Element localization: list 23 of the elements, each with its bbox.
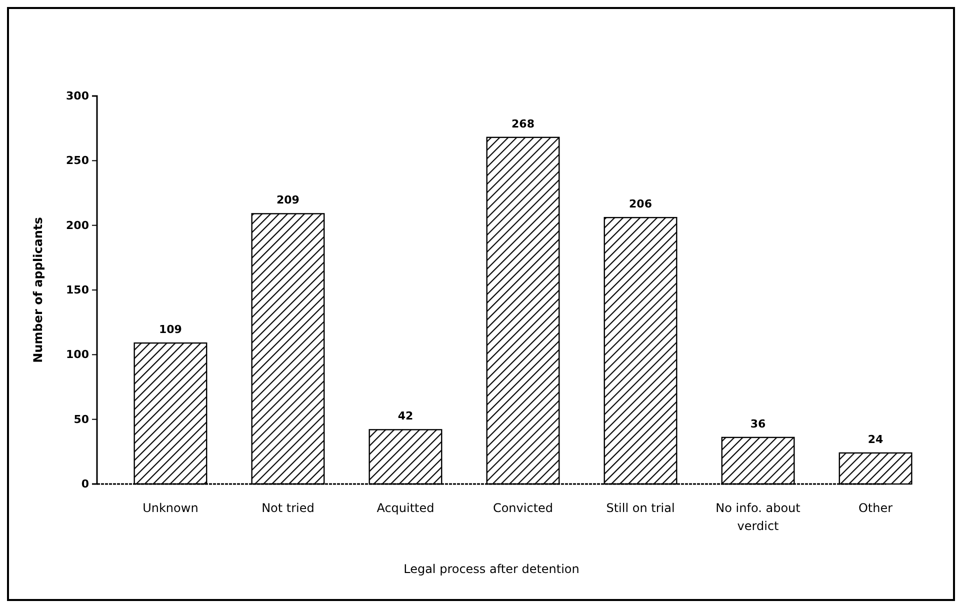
y-tick-label: 300 — [66, 90, 90, 103]
y-tick-label: 50 — [74, 412, 90, 426]
data-label: 42 — [398, 410, 414, 423]
x-tick-label: Not tried — [262, 501, 314, 515]
data-label: 206 — [629, 198, 652, 211]
y-tick-label: 0 — [81, 478, 90, 491]
x-tick-label: Acquitted — [376, 501, 434, 515]
y-tick-label: 150 — [66, 284, 90, 297]
y-tick-label: 200 — [66, 218, 90, 232]
x-tick-label: Unknown — [142, 501, 198, 515]
y-axis-title: Number of applicants — [31, 217, 45, 363]
x-tick-label: No info. about verdict — [716, 501, 801, 533]
data-label: 268 — [512, 117, 534, 130]
y-tick-label: 100 — [66, 348, 90, 362]
x-tick-label: Other — [858, 501, 893, 515]
y-tick-label: 250 — [66, 154, 90, 168]
data-label: 24 — [868, 432, 884, 446]
x-axis-title: Legal process after detention — [404, 562, 580, 576]
data-label: 36 — [750, 417, 766, 430]
x-tick-label: Convicted — [492, 501, 554, 515]
data-label: 109 — [158, 323, 182, 336]
x-tick-label: Still on trial — [606, 501, 675, 515]
data-label: 209 — [276, 194, 300, 207]
